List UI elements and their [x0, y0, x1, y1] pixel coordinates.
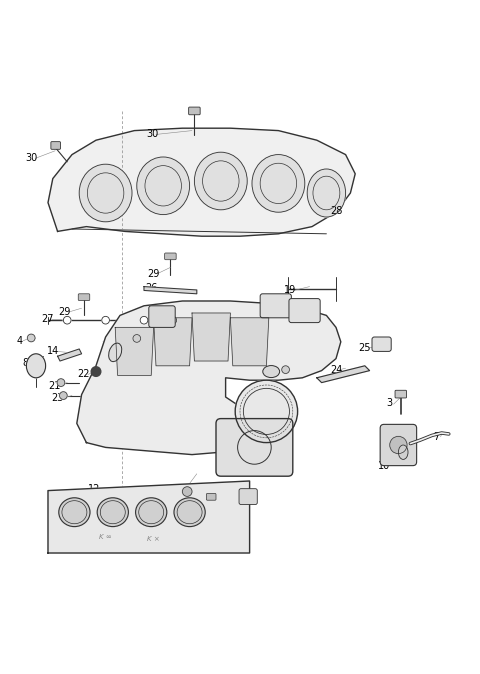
Circle shape	[182, 487, 192, 496]
Ellipse shape	[263, 365, 279, 377]
Ellipse shape	[26, 354, 46, 378]
Text: 1: 1	[223, 309, 228, 319]
Text: K ×: K ×	[147, 536, 160, 542]
Text: 16: 16	[147, 331, 160, 341]
Text: 4: 4	[122, 336, 128, 346]
Text: 17: 17	[229, 494, 241, 504]
Text: 8: 8	[22, 358, 28, 368]
Text: 12: 12	[116, 487, 128, 497]
Ellipse shape	[174, 498, 205, 526]
Text: 20: 20	[260, 300, 273, 310]
Text: 12: 12	[88, 484, 101, 494]
Text: 27: 27	[42, 314, 54, 324]
Text: 4: 4	[16, 336, 22, 346]
Text: 22: 22	[78, 369, 90, 379]
Text: 20: 20	[288, 305, 300, 315]
Text: 28: 28	[330, 206, 342, 216]
Ellipse shape	[137, 157, 190, 214]
Polygon shape	[144, 286, 197, 294]
FancyBboxPatch shape	[216, 419, 293, 477]
FancyBboxPatch shape	[380, 425, 417, 466]
Text: 18: 18	[255, 365, 268, 375]
Polygon shape	[77, 301, 341, 454]
Polygon shape	[317, 366, 370, 383]
Polygon shape	[154, 318, 192, 366]
Polygon shape	[115, 328, 154, 375]
Ellipse shape	[307, 169, 346, 217]
FancyBboxPatch shape	[260, 294, 291, 318]
Ellipse shape	[194, 152, 247, 210]
Circle shape	[57, 379, 65, 386]
FancyBboxPatch shape	[165, 253, 176, 259]
FancyBboxPatch shape	[51, 142, 60, 150]
Ellipse shape	[59, 498, 90, 526]
Ellipse shape	[108, 343, 122, 362]
FancyBboxPatch shape	[206, 493, 216, 500]
Ellipse shape	[79, 164, 132, 222]
Text: 29: 29	[59, 307, 71, 317]
FancyBboxPatch shape	[78, 294, 90, 301]
Circle shape	[133, 334, 141, 342]
Text: 24: 24	[330, 365, 342, 375]
Text: 23: 23	[51, 394, 64, 404]
FancyBboxPatch shape	[239, 489, 257, 505]
Text: 6: 6	[393, 446, 398, 456]
Circle shape	[91, 367, 101, 376]
Polygon shape	[230, 318, 269, 366]
Ellipse shape	[97, 498, 129, 526]
Text: 2: 2	[172, 491, 179, 501]
Polygon shape	[192, 313, 230, 361]
FancyBboxPatch shape	[149, 306, 175, 328]
Text: 11: 11	[389, 427, 402, 437]
Circle shape	[140, 316, 148, 324]
Circle shape	[169, 316, 177, 324]
FancyBboxPatch shape	[372, 337, 391, 351]
Text: 13: 13	[102, 346, 114, 355]
Text: 21: 21	[48, 381, 61, 392]
Text: 26: 26	[145, 283, 157, 293]
Ellipse shape	[252, 154, 305, 212]
FancyBboxPatch shape	[395, 390, 407, 398]
Text: 4: 4	[272, 367, 277, 377]
Text: 25: 25	[359, 343, 371, 353]
Circle shape	[102, 316, 109, 324]
Text: 5: 5	[194, 503, 201, 514]
Text: 12: 12	[138, 491, 150, 500]
Text: 9: 9	[245, 412, 251, 423]
Polygon shape	[58, 349, 82, 361]
Polygon shape	[48, 128, 355, 236]
Text: 10: 10	[378, 460, 390, 470]
Text: 19: 19	[284, 286, 296, 295]
Text: 30: 30	[146, 129, 158, 140]
Circle shape	[235, 380, 298, 443]
Text: 15: 15	[193, 446, 206, 456]
FancyBboxPatch shape	[189, 107, 200, 115]
Text: 3: 3	[387, 398, 393, 408]
Text: K ∞: K ∞	[99, 534, 112, 540]
Text: 7: 7	[433, 432, 440, 442]
Polygon shape	[48, 481, 250, 553]
Ellipse shape	[135, 498, 167, 526]
FancyBboxPatch shape	[289, 299, 320, 323]
Circle shape	[390, 436, 407, 454]
Text: 29: 29	[147, 269, 160, 278]
Circle shape	[282, 366, 289, 373]
Circle shape	[60, 392, 67, 400]
Circle shape	[27, 334, 35, 342]
Circle shape	[63, 316, 71, 324]
Text: 14: 14	[47, 346, 59, 357]
Ellipse shape	[398, 445, 408, 460]
Text: 30: 30	[25, 154, 37, 163]
